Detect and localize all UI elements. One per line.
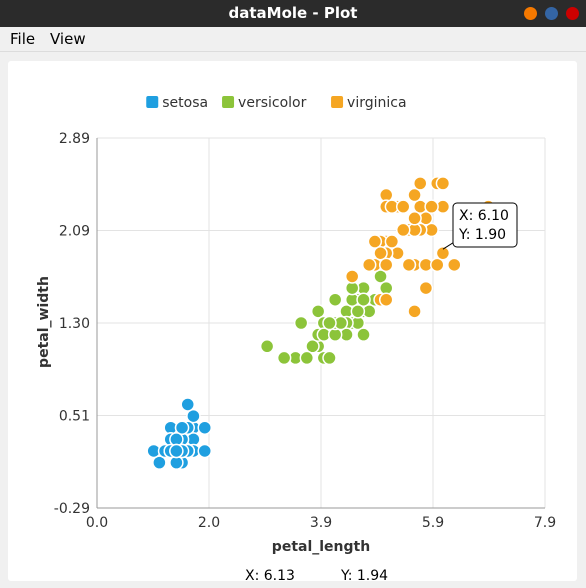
legend-label-setosa: setosa bbox=[162, 95, 208, 111]
maximize-button[interactable] bbox=[545, 7, 558, 20]
menu-bar: File View bbox=[0, 27, 586, 52]
y-tick-label: -0.29 bbox=[54, 501, 90, 517]
data-point-setosa[interactable] bbox=[197, 443, 212, 459]
data-point-virginica[interactable] bbox=[418, 280, 434, 296]
y-axis-label: petal_width bbox=[36, 276, 52, 368]
legend-swatch-virginica bbox=[331, 96, 344, 108]
data-point-virginica[interactable] bbox=[361, 257, 377, 273]
x-tick-label: 2.0 bbox=[198, 515, 220, 531]
data-point-versicolor[interactable] bbox=[356, 327, 371, 342]
data-point-setosa[interactable] bbox=[174, 420, 190, 435]
x-tick-label: 3.9 bbox=[310, 515, 332, 531]
data-point-virginica[interactable] bbox=[401, 257, 417, 273]
legend-swatch-setosa bbox=[146, 96, 159, 108]
menu-view[interactable]: View bbox=[50, 30, 86, 48]
data-point-versicolor[interactable] bbox=[322, 350, 337, 366]
y-tick-label: 1.30 bbox=[59, 316, 90, 332]
data-point-virginica[interactable] bbox=[373, 245, 388, 261]
tooltip-x-value: X: 6.10 bbox=[459, 208, 509, 224]
y-tick-label: 2.09 bbox=[59, 224, 90, 240]
window-title: dataMole - Plot bbox=[228, 4, 358, 22]
data-point-versicolor[interactable] bbox=[350, 304, 366, 319]
data-point-versicolor[interactable] bbox=[310, 304, 326, 319]
y-tick-label: 0.51 bbox=[59, 409, 90, 425]
data-point-virginica[interactable] bbox=[378, 292, 394, 307]
data-point-versicolor[interactable] bbox=[356, 292, 371, 307]
y-tick-label: 2.89 bbox=[59, 131, 90, 147]
data-point-versicolor[interactable] bbox=[305, 339, 320, 354]
data-point-virginica[interactable] bbox=[384, 234, 400, 249]
x-tick-label: 5.9 bbox=[422, 515, 444, 531]
minimize-button[interactable] bbox=[524, 7, 537, 20]
data-point-setosa[interactable] bbox=[197, 420, 212, 435]
title-bar: dataMole - Plot bbox=[0, 0, 586, 27]
legend: setosa versicolor virginica bbox=[146, 95, 407, 111]
data-point-virginica[interactable] bbox=[407, 211, 422, 226]
data-point-virginica[interactable] bbox=[395, 199, 411, 214]
data-point-virginica[interactable] bbox=[407, 187, 422, 203]
plot-panel bbox=[8, 61, 577, 581]
data-point-virginica[interactable] bbox=[430, 257, 445, 273]
status-x-value: X: 6.13 bbox=[245, 568, 295, 584]
data-point-virginica[interactable] bbox=[412, 176, 428, 191]
data-point-versicolor[interactable] bbox=[373, 269, 388, 284]
data-point-virginica[interactable] bbox=[344, 269, 360, 284]
status-y-value: Y: 1.94 bbox=[341, 568, 389, 584]
menu-file[interactable]: File bbox=[10, 30, 36, 48]
close-button[interactable] bbox=[566, 7, 579, 20]
data-point-versicolor[interactable] bbox=[327, 292, 343, 307]
data-point-setosa[interactable] bbox=[180, 397, 195, 412]
data-point-setosa[interactable] bbox=[186, 408, 201, 424]
data-point-setosa[interactable] bbox=[152, 455, 167, 470]
x-tick-label: 7.9 bbox=[534, 515, 556, 531]
data-point-virginica[interactable] bbox=[424, 199, 439, 214]
data-point-versicolor[interactable] bbox=[322, 315, 337, 331]
x-tick-label: 0.0 bbox=[86, 515, 108, 531]
data-point-virginica[interactable] bbox=[378, 257, 394, 273]
tooltip-y-value: Y: 1.90 bbox=[458, 227, 506, 243]
legend-label-virginica: virginica bbox=[347, 95, 407, 111]
data-point-virginica[interactable] bbox=[407, 304, 422, 319]
legend-label-versicolor: versicolor bbox=[238, 95, 307, 111]
x-axis-label: petal_length bbox=[272, 539, 370, 555]
data-point-virginica[interactable] bbox=[435, 176, 451, 191]
point-tooltip: X: 6.10 Y: 1.90 bbox=[442, 202, 518, 250]
data-point-setosa[interactable] bbox=[169, 443, 184, 459]
legend-swatch-versicolor bbox=[222, 96, 235, 108]
data-point-versicolor[interactable] bbox=[259, 339, 275, 354]
tooltip-box bbox=[452, 202, 518, 248]
data-point-versicolor[interactable] bbox=[293, 315, 309, 331]
data-points bbox=[146, 176, 496, 470]
data-point-virginica[interactable] bbox=[367, 234, 383, 249]
data-point-virginica[interactable] bbox=[447, 257, 462, 273]
data-point-virginica[interactable] bbox=[435, 245, 451, 261]
axes: 0.0 2.0 3.9 5.9 7.9 2.89 2.09 1.30 0.51 -0.29 bbox=[54, 131, 556, 531]
data-point-versicolor[interactable] bbox=[299, 350, 315, 366]
data-point-versicolor[interactable] bbox=[276, 350, 292, 366]
data-point-virginica[interactable] bbox=[395, 222, 411, 238]
